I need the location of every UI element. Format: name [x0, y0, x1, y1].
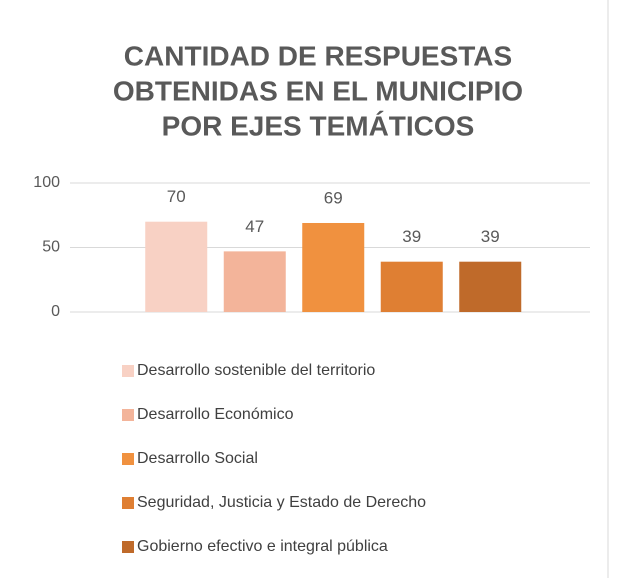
bar — [145, 221, 208, 312]
data-label: 47 — [245, 217, 264, 236]
y-tick-label: 50 — [42, 239, 60, 256]
chart-title: POR EJES TEMÁTICOS — [162, 110, 475, 141]
legend-label: Seguridad, Justicia y Estado de Derecho — [137, 494, 426, 511]
data-label: 39 — [402, 227, 421, 246]
legend-swatch — [122, 497, 134, 509]
bar — [380, 261, 443, 312]
y-tick-label: 100 — [33, 174, 60, 191]
data-label: 69 — [324, 188, 343, 207]
bar — [223, 251, 286, 312]
data-label: 39 — [481, 227, 500, 246]
legend-label: Desarrollo sostenible del territorio — [137, 362, 375, 379]
chart-title: OBTENIDAS EN EL MUNICIPIO — [113, 75, 523, 106]
legend-swatch — [122, 409, 134, 421]
bar — [459, 261, 522, 312]
legend-label: Gobierno efectivo e integral pública — [137, 538, 388, 555]
legend-label: Desarrollo Social — [137, 450, 258, 467]
bar — [302, 222, 365, 312]
legend-swatch — [122, 541, 134, 553]
chart-title: CANTIDAD DE RESPUESTAS — [124, 40, 512, 71]
data-label: 70 — [167, 187, 186, 206]
y-tick-label: 0 — [51, 303, 60, 320]
legend-swatch — [122, 365, 134, 377]
legend-label: Desarrollo Económico — [137, 406, 294, 423]
legend-swatch — [122, 453, 134, 465]
